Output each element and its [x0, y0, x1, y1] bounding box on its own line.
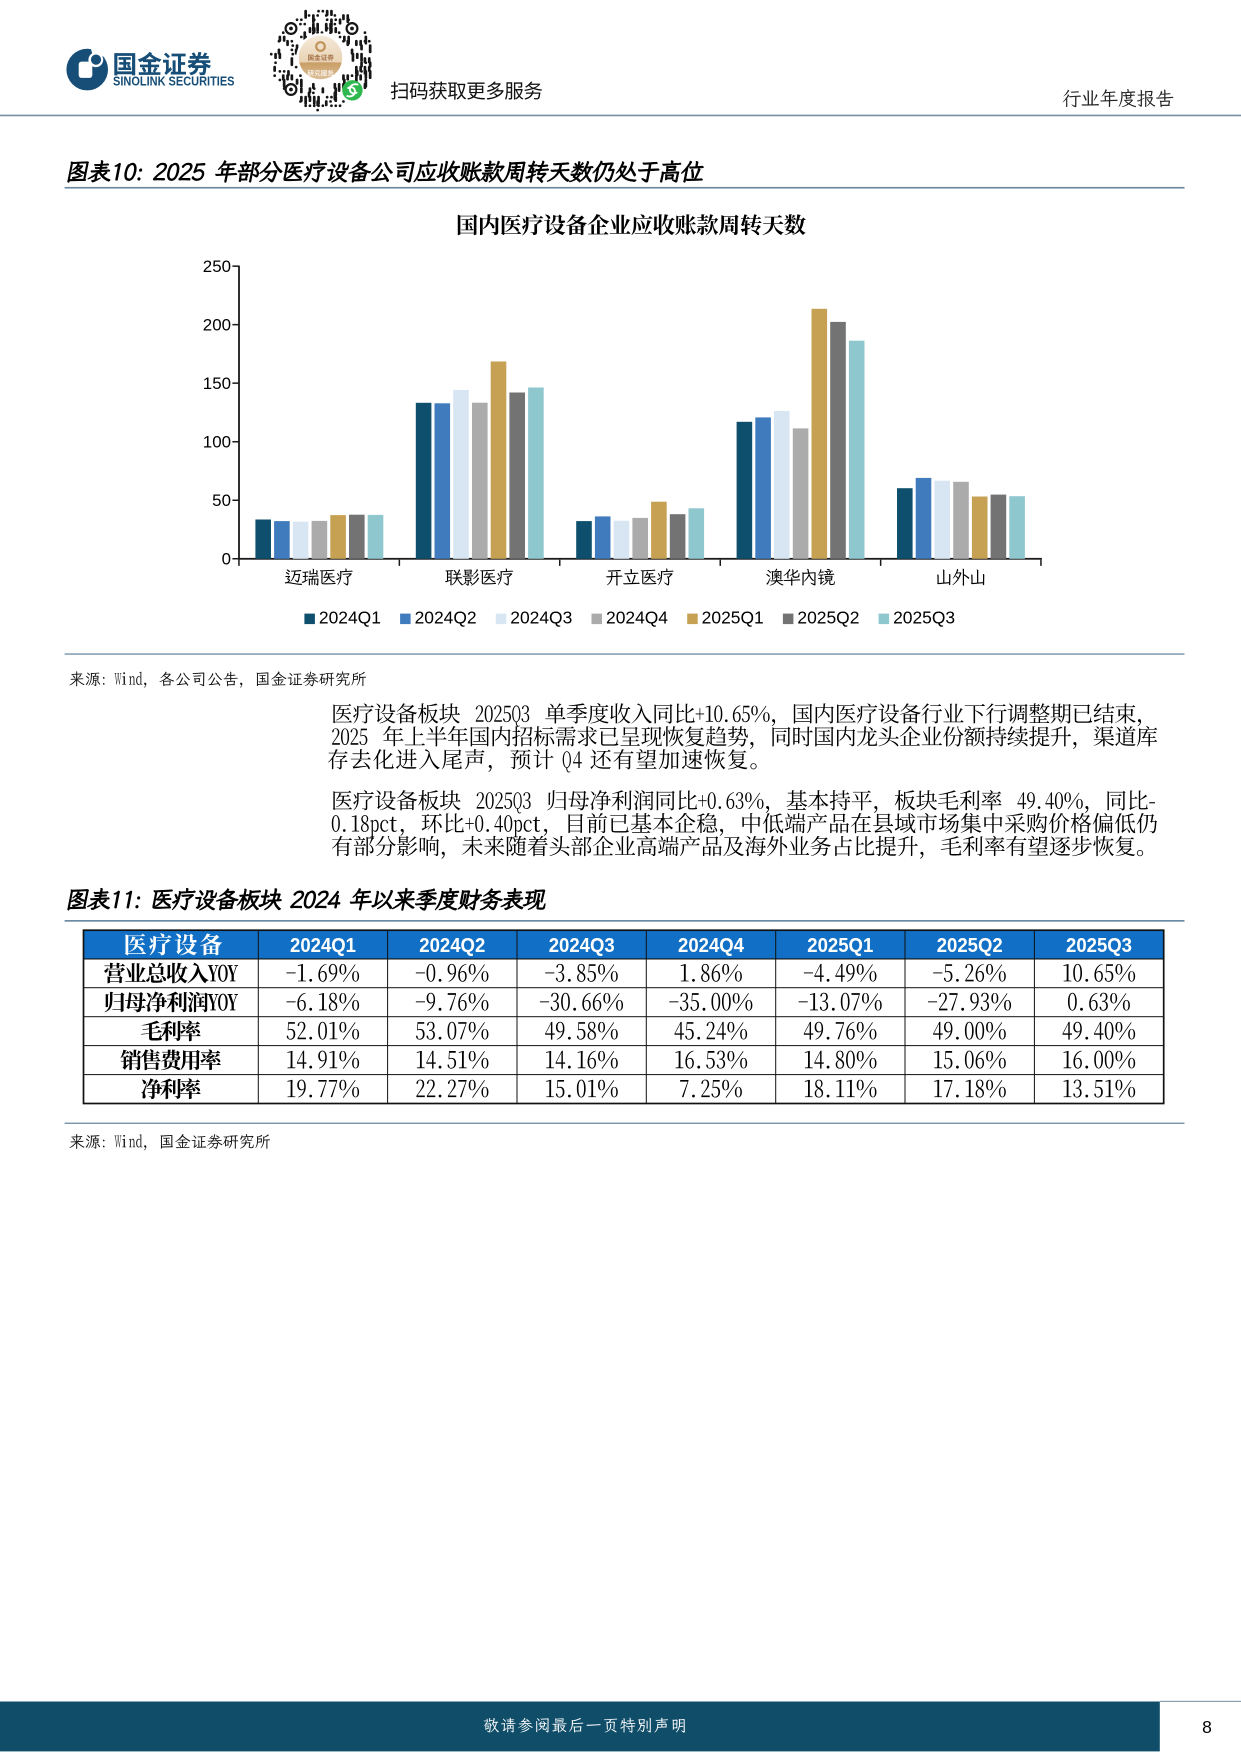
svg-text:200: 200 [203, 317, 231, 335]
svg-text:2024Q1: 2024Q1 [290, 935, 356, 957]
svg-text:2024Q4: 2024Q4 [606, 608, 668, 628]
svg-text:2024Q2: 2024Q2 [415, 608, 477, 628]
svg-text:50: 50 [212, 492, 231, 510]
svg-text:2025Q1: 2025Q1 [807, 935, 873, 957]
svg-text:2024Q1: 2024Q1 [319, 608, 381, 628]
svg-text:2025Q3: 2025Q3 [1066, 935, 1132, 957]
svg-text:SINOLINK SECURITIES: SINOLINK SECURITIES [113, 74, 235, 88]
svg-text:250: 250 [203, 258, 231, 276]
svg-text:100: 100 [203, 434, 231, 452]
svg-text:150: 150 [203, 375, 231, 393]
svg-text:2025Q2: 2025Q2 [797, 608, 859, 628]
svg-text:2025Q3: 2025Q3 [893, 608, 955, 628]
svg-text:2024Q3: 2024Q3 [549, 935, 615, 957]
svg-text:8: 8 [1202, 1717, 1212, 1737]
svg-text:0: 0 [222, 551, 231, 569]
svg-text:2025Q1: 2025Q1 [702, 608, 764, 628]
svg-text:2024Q4: 2024Q4 [678, 935, 744, 957]
svg-text:2024Q2: 2024Q2 [419, 935, 485, 957]
svg-text:2024Q3: 2024Q3 [510, 608, 572, 628]
svg-text:2025Q2: 2025Q2 [937, 935, 1003, 957]
